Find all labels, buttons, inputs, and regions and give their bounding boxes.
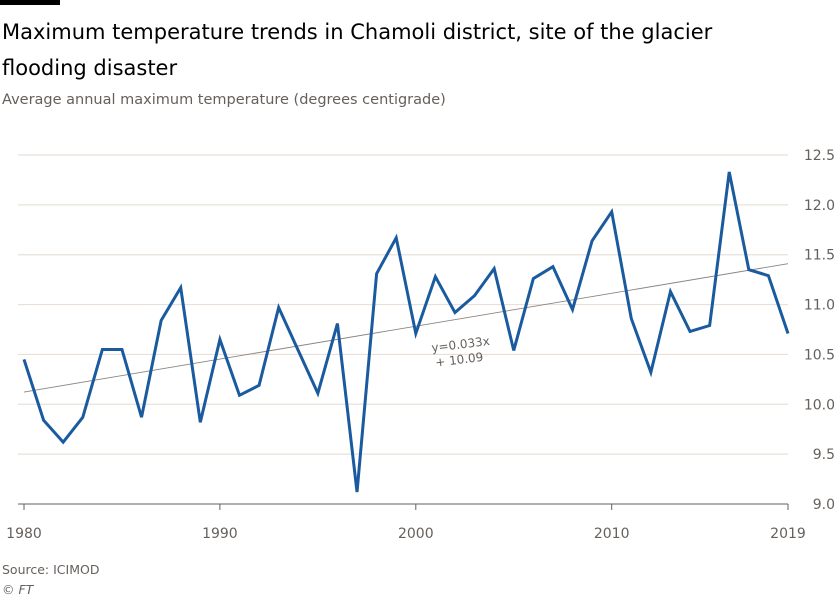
ft-top-bar <box>0 0 60 5</box>
trend-label-line2: + 10.09 <box>434 350 484 370</box>
chart-title: Maximum temperature trends in Chamoli di… <box>2 20 713 80</box>
x-tick-label: 2000 <box>398 526 434 542</box>
x-tick-label: 1980 <box>6 526 42 542</box>
trend-label: y=0.033x+ 10.09 <box>431 334 491 370</box>
line-chart: 9.0 9.5 10.0 10.5 11.0 11.5 12.0 12.5 1980 1990 20… <box>6 148 835 542</box>
y-tick-label: 12.0 <box>804 198 835 214</box>
y-tick-label: 9.5 <box>813 447 835 463</box>
temperature-line <box>22 171 790 493</box>
x-tick-label: 1990 <box>202 526 238 542</box>
source-note: Source: ICIMOD <box>2 562 100 577</box>
x-tick-label: 2010 <box>594 526 630 542</box>
ft-credit: © FT <box>2 582 34 597</box>
y-tick-label: 11.5 <box>804 248 835 264</box>
y-tick-label: 11.0 <box>804 298 835 314</box>
y-tick-label: 10.0 <box>804 397 835 413</box>
x-tick-label: 2019 <box>770 526 806 542</box>
y-tick-label: 12.5 <box>804 148 835 164</box>
chart-subtitle: Average annual maximum temperature (degr… <box>2 92 446 108</box>
y-tick-label: 9.0 <box>813 497 835 513</box>
y-tick-label: 10.5 <box>804 347 835 363</box>
